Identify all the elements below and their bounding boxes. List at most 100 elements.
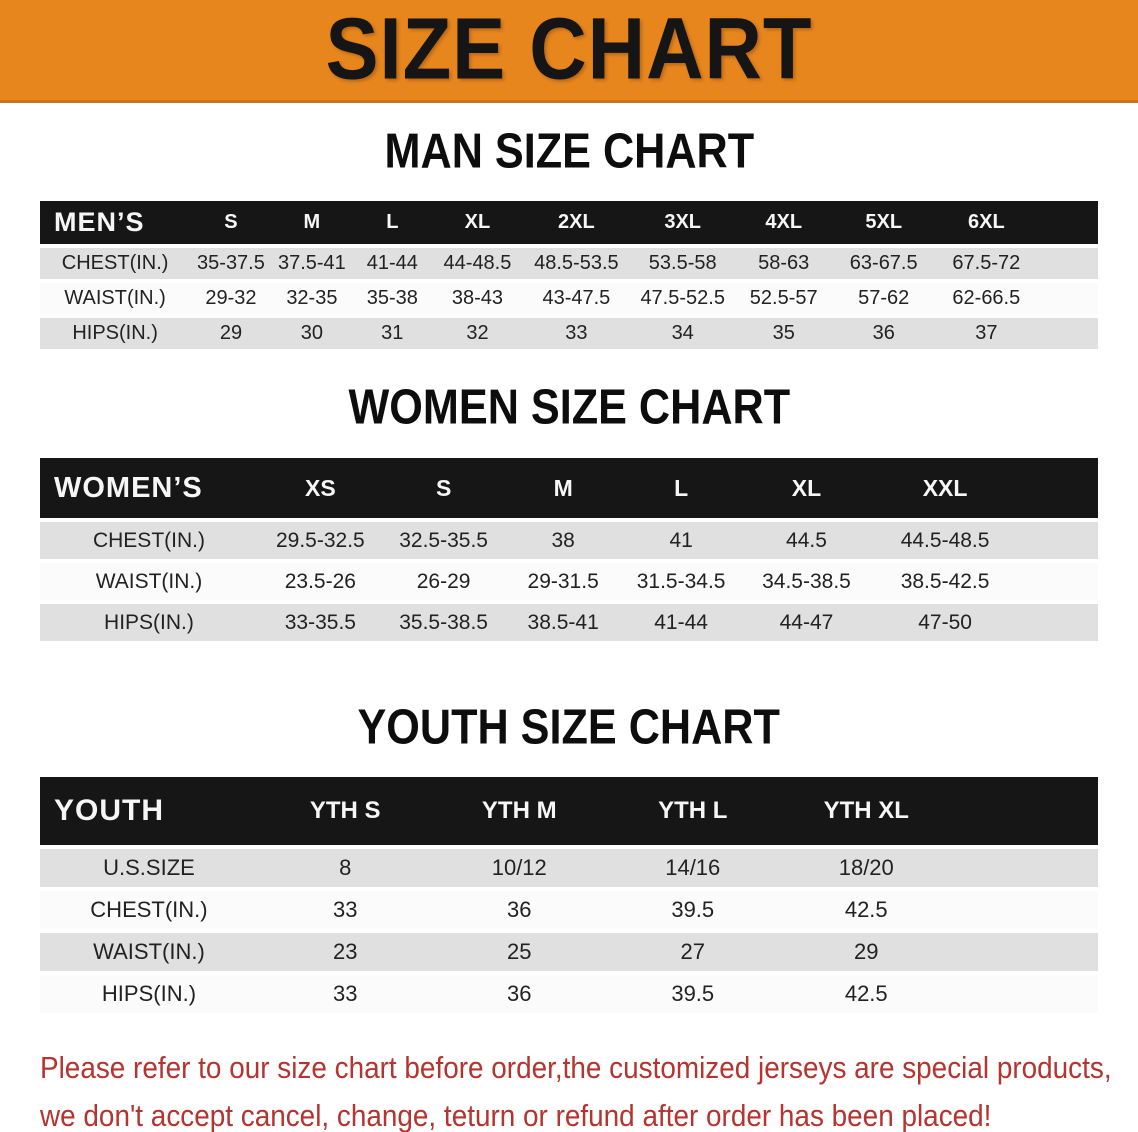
measurement-value: 44.5	[740, 522, 873, 559]
measurement-value: 41-44	[352, 248, 433, 279]
size-column-header: S	[382, 458, 505, 518]
measurement-value: 35.5-38.5	[382, 604, 505, 641]
disclaimer-line-1: Please refer to our size chart before or…	[40, 1047, 1138, 1095]
men-section: MAN SIZE CHART MEN’S S M L XL 2XL 3XL 4XL 5XL 6XL…	[0, 127, 1138, 353]
row-spacer	[953, 891, 1098, 929]
youth-section: YOUTH SIZE CHART YOUTH YTH S YTH M YTH L YTH…	[0, 703, 1138, 1017]
table-group-label: MEN’S	[40, 201, 191, 244]
measurement-row: CHEST(IN.) 29.5-32.5 32.5-35.5 38 41 44.5 44.5…	[40, 522, 1098, 559]
measurement-value: 25	[432, 933, 606, 971]
measurement-value: 29	[779, 933, 953, 971]
size-column-header: 4XL	[735, 201, 833, 244]
row-spacer	[1037, 248, 1098, 279]
table-group-label: WOMEN’S	[40, 458, 258, 518]
header-row: YOUTH YTH S YTH M YTH L YTH XL	[40, 777, 1098, 845]
table-group-label: YOUTH	[40, 777, 258, 845]
measurement-value: 63-67.5	[832, 248, 936, 279]
banner-title: SIZE CHART	[325, 1, 813, 98]
header-spacer	[1037, 201, 1098, 244]
measurement-row: HIPS(IN.) 29 30 31 32 33 34 35 36 37	[40, 318, 1098, 349]
measurement-value: 44.5-48.5	[872, 522, 1018, 559]
measurement-value: 42.5	[779, 891, 953, 929]
measurement-value: 36	[432, 975, 606, 1013]
size-column-header: XL	[432, 201, 523, 244]
row-spacer	[1017, 604, 1098, 641]
measurement-value: 37	[935, 318, 1038, 349]
row-spacer	[1017, 522, 1098, 559]
measurement-value: 29	[190, 318, 272, 349]
measurement-value: 26-29	[382, 563, 505, 600]
measurement-value: 29-32	[190, 283, 272, 314]
measurement-value: 37.5-41	[271, 248, 353, 279]
measurement-value: 14/16	[606, 849, 780, 887]
measurement-value: 52.5-57	[735, 283, 833, 314]
measurement-value: 36	[432, 891, 606, 929]
measurement-row: CHEST(IN.) 33 36 39.5 42.5	[40, 891, 1098, 929]
measurement-value: 44-48.5	[432, 248, 523, 279]
women-section-title: WOMEN SIZE CHART	[0, 383, 1138, 432]
measurement-value: 34.5-38.5	[740, 563, 873, 600]
disclaimer-line-1-text: Please refer to our size chart before or…	[40, 1050, 1112, 1085]
measurement-value: 67.5-72	[935, 248, 1038, 279]
size-column-header: XL	[740, 458, 873, 518]
measurement-row: WAIST(IN.) 29-32 32-35 35-38 38-43 43-47.5 47.…	[40, 283, 1098, 314]
header-spacer	[953, 777, 1098, 845]
size-column-header: L	[621, 458, 741, 518]
row-spacer	[1037, 318, 1098, 349]
measurement-row: HIPS(IN.) 33 36 39.5 42.5	[40, 975, 1098, 1013]
measurement-value: 33-35.5	[257, 604, 383, 641]
measurement-value: 35-37.5	[190, 248, 272, 279]
youth-size-table: YOUTH YTH S YTH M YTH L YTH XL U.S.SIZE 8 10/12…	[40, 773, 1098, 1017]
measurement-value: 34	[630, 318, 736, 349]
measurement-value: 39.5	[606, 891, 780, 929]
size-column-header: S	[190, 201, 272, 244]
measurement-value: 23.5-26	[257, 563, 383, 600]
measurement-value: 27	[606, 933, 780, 971]
measurement-row: WAIST(IN.) 23 25 27 29	[40, 933, 1098, 971]
measurement-value: 10/12	[432, 849, 606, 887]
row-label: U.S.SIZE	[40, 849, 258, 887]
row-label: HIPS(IN.)	[40, 604, 258, 641]
measurement-value: 58-63	[735, 248, 833, 279]
size-chart-banner: SIZE CHART	[0, 0, 1138, 103]
measurement-value: 38	[504, 522, 622, 559]
youth-section-title: YOUTH SIZE CHART	[0, 703, 1138, 752]
size-column-header: 5XL	[832, 201, 936, 244]
order-disclaimer: Please refer to our size chart before or…	[40, 1047, 1138, 1132]
measurement-value: 38.5-42.5	[872, 563, 1018, 600]
row-label: WAIST(IN.)	[40, 933, 258, 971]
measurement-value: 30	[271, 318, 353, 349]
measurement-value: 53.5-58	[630, 248, 736, 279]
measurement-value: 41	[621, 522, 741, 559]
header-row: MEN’S S M L XL 2XL 3XL 4XL 5XL 6XL	[40, 201, 1098, 244]
measurement-value: 57-62	[832, 283, 936, 314]
row-spacer	[953, 933, 1098, 971]
measurement-value: 33	[257, 891, 433, 929]
measurement-value: 38-43	[432, 283, 523, 314]
measurement-value: 23	[257, 933, 433, 971]
size-column-header: M	[271, 201, 353, 244]
row-spacer	[1017, 563, 1098, 600]
measurement-value: 41-44	[621, 604, 741, 641]
row-label: HIPS(IN.)	[40, 975, 258, 1013]
row-spacer	[953, 975, 1098, 1013]
size-column-header: YTH M	[432, 777, 606, 845]
measurement-value: 36	[832, 318, 936, 349]
row-label: CHEST(IN.)	[40, 522, 258, 559]
size-column-header: 3XL	[630, 201, 736, 244]
row-label: HIPS(IN.)	[40, 318, 191, 349]
women-section: WOMEN SIZE CHART WOMEN’S XS S M L XL XXL CHEST(…	[0, 383, 1138, 645]
measurement-value: 31	[352, 318, 433, 349]
measurement-value: 32	[432, 318, 523, 349]
header-spacer	[1017, 458, 1098, 518]
disclaimer-line-2-text: we don't accept cancel, change, teturn o…	[40, 1098, 992, 1132]
size-column-header: 6XL	[935, 201, 1038, 244]
measurement-value: 33	[522, 318, 631, 349]
header-row: WOMEN’S XS S M L XL XXL	[40, 458, 1098, 518]
measurement-value: 33	[257, 975, 433, 1013]
row-label: CHEST(IN.)	[40, 891, 258, 929]
measurement-value: 47.5-52.5	[630, 283, 736, 314]
measurement-value: 47-50	[872, 604, 1018, 641]
row-label: WAIST(IN.)	[40, 283, 191, 314]
size-column-header: M	[504, 458, 622, 518]
